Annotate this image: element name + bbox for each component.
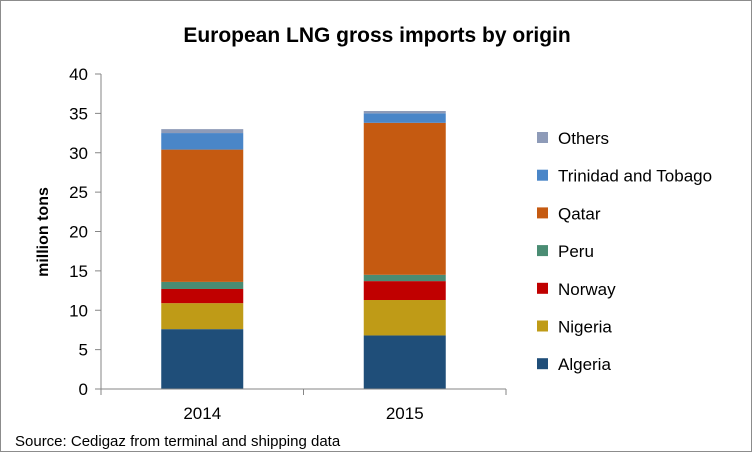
- legend-label: Norway: [558, 280, 616, 299]
- bar-2015-nigeria: [363, 300, 446, 336]
- bar-2015-qatar: [363, 122, 446, 275]
- legend-label: Algeria: [558, 355, 611, 374]
- bar-2015-others: [363, 111, 446, 114]
- axes-layer: 0 5 10 15 20 25 30 35 40 2014 2015: [69, 65, 507, 423]
- y-tick-label: 30: [69, 144, 88, 163]
- bar-2015-trinidad-and-tobago: [363, 113, 446, 123]
- chart-title: European LNG gross imports by origin: [183, 24, 570, 47]
- legend: Others Trinidad and Tobago Qatar Peru Norway…: [537, 129, 712, 374]
- y-tick-label: 5: [79, 341, 88, 360]
- y-tick-label: 40: [69, 65, 88, 84]
- y-tick-label: 20: [69, 223, 88, 242]
- legend-swatch-nigeria: [537, 320, 548, 332]
- legend-swatch-trinidad-and-tobago: [537, 169, 548, 181]
- x-tick-label: 2014: [183, 404, 221, 423]
- bar-2015-peru: [363, 274, 446, 282]
- legend-label: Nigeria: [558, 318, 612, 337]
- source-note: Source: Cedigaz from terminal and shippi…: [15, 433, 341, 450]
- bar-2014-nigeria: [161, 303, 244, 330]
- legend-label: Others: [558, 129, 609, 148]
- legend-swatch-others: [537, 132, 548, 143]
- y-tick-label: 10: [69, 301, 88, 320]
- bar-2015-norway: [363, 281, 446, 301]
- legend-swatch-qatar: [537, 207, 548, 219]
- bar-2014-qatar: [161, 149, 244, 282]
- y-tick-label: 0: [79, 380, 88, 399]
- legend-label: Peru: [558, 242, 594, 261]
- y-tick-label: 35: [69, 104, 88, 123]
- legend-swatch-norway: [537, 282, 548, 294]
- legend-swatch-algeria: [537, 358, 548, 370]
- legend-label: Qatar: [558, 204, 601, 223]
- bar-2014-others: [161, 129, 244, 134]
- x-tick-label: 2015: [386, 404, 424, 423]
- bar-2015-algeria: [363, 335, 446, 389]
- bar-2014-algeria: [161, 329, 244, 389]
- y-axis-label: million tons: [35, 187, 52, 277]
- y-tick-label: 25: [69, 183, 88, 202]
- legend-swatch-peru: [537, 245, 548, 257]
- legend-label: Trinidad and Tobago: [558, 167, 712, 186]
- bar-2014-norway: [161, 288, 244, 304]
- bar-2014-peru: [161, 281, 244, 289]
- y-tick-label: 15: [69, 262, 88, 281]
- bars-layer: [161, 111, 446, 389]
- bar-2014-trinidad-and-tobago: [161, 133, 244, 150]
